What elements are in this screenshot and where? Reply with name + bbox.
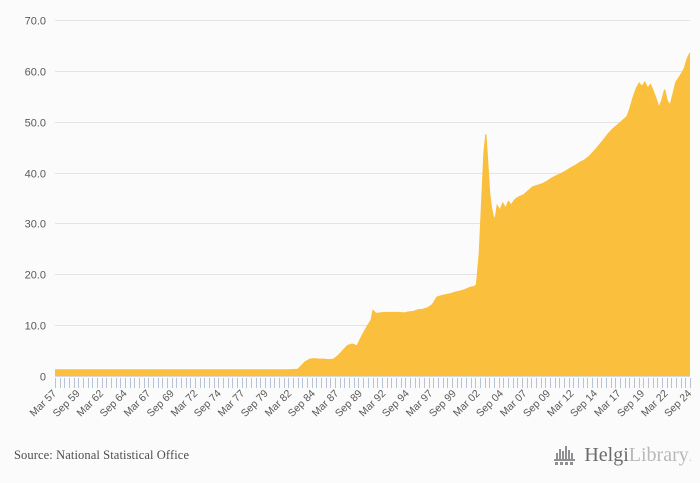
y-axis-tick-label: 30.0 <box>25 219 46 231</box>
y-axis-tick-label: 50.0 <box>25 118 46 130</box>
brand-wordmark: HelgiLibrary. <box>584 445 692 465</box>
source-label: Source: National Statistical Office <box>14 448 190 462</box>
brand-secondary: Library <box>628 444 689 466</box>
y-axis-tick-label: 10.0 <box>25 321 46 333</box>
chart-footer: Source: National Statistical Office Helg… <box>0 432 700 483</box>
brand-logo[interactable]: HelgiLibrary. <box>552 444 692 466</box>
x-axis-minor-ticks-group <box>55 378 691 388</box>
y-axis-tick-label: 20.0 <box>25 270 46 282</box>
y-axis-tick-label: 0 <box>40 372 46 384</box>
y-axis-labels-group: 0 10.0 20.0 30.0 40.0 50.0 60.0 70.0 <box>25 16 46 384</box>
brand-primary: Helgi <box>584 444 629 466</box>
chart-plot-area: 0 10.0 20.0 30.0 40.0 50.0 60.0 70.0 Mar 57 Sep … <box>24 15 695 420</box>
y-axis-tick-label: 40.0 <box>25 169 46 181</box>
bar-chart-logo-icon <box>554 446 576 465</box>
area-chart: 010.020.030.040.050.060.070.0 Mar 57Sep … <box>24 15 695 420</box>
series-line-path <box>55 52 691 371</box>
brand-suffix: . <box>688 449 692 464</box>
gridlines-group <box>55 20 690 326</box>
y-axis-tick-label: 60.0 <box>25 67 46 79</box>
series-area-path <box>55 53 690 377</box>
y-axis-tick-label: 70.0 <box>25 16 46 28</box>
